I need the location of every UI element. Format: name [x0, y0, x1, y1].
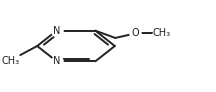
Text: N: N	[53, 26, 60, 36]
Text: O: O	[131, 28, 139, 38]
Text: N: N	[53, 56, 60, 66]
Text: CH₃: CH₃	[153, 28, 171, 38]
Text: CH₃: CH₃	[1, 55, 19, 66]
